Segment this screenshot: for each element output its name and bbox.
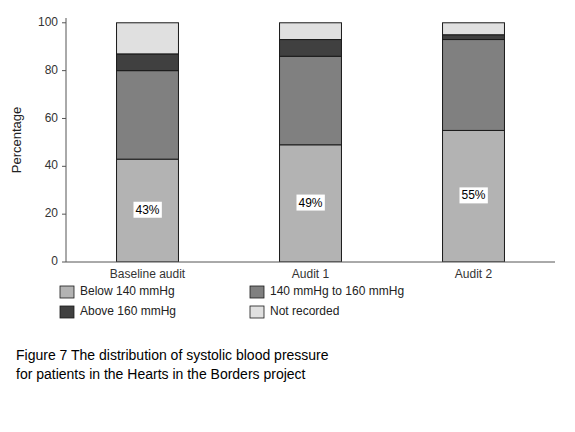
chart: 0 20 40 60 80 100 Percentage Baseline audit Audi… <box>0 0 575 432</box>
bar-segment <box>117 54 179 71</box>
data-label-background <box>133 202 161 218</box>
legend-label: Not recorded <box>270 304 339 318</box>
bar-segment <box>443 130 505 262</box>
data-label: 55% <box>461 188 485 202</box>
data-label-background <box>296 195 324 211</box>
y-tick <box>62 214 66 215</box>
caption-line: for patients in the Hearts in the Border… <box>16 366 306 382</box>
y-tick <box>62 22 66 23</box>
legend-swatch <box>60 306 74 318</box>
bar-segment <box>443 35 505 40</box>
y-tick-label: 60 <box>45 111 59 125</box>
legend-label: 140 mmHg to 160 mmHg <box>270 284 404 298</box>
legend-swatch <box>60 286 74 298</box>
x-tick-label: Audit 1 <box>292 267 330 281</box>
data-label-background <box>459 187 487 203</box>
bar-segment <box>280 23 342 40</box>
bars <box>117 23 505 262</box>
y-tick-label: 80 <box>45 63 59 77</box>
x-tick-label: Audit 2 <box>455 267 493 281</box>
y-tick-label: 40 <box>45 158 59 172</box>
bar-segment <box>280 56 342 145</box>
data-label: 43% <box>135 203 159 217</box>
x-axis-line <box>66 262 555 263</box>
caption: Figure 7 The distribution of systolic bl… <box>16 347 329 382</box>
legend-label: Above 160 mmHg <box>80 304 176 318</box>
bar-segment <box>117 71 179 160</box>
data-label-group: 43% <box>133 202 161 218</box>
data-label-group: 49% <box>296 195 324 211</box>
y-tick <box>62 166 66 167</box>
bar-segment <box>280 40 342 57</box>
y-axis-line <box>66 18 67 262</box>
bar-segment <box>117 23 179 54</box>
y-tick <box>62 70 66 71</box>
legend-label: Below 140 mmHg <box>80 284 175 298</box>
y-tick <box>62 262 66 263</box>
y-tick <box>62 118 66 119</box>
legend-swatch <box>250 286 264 298</box>
bar-segment <box>280 145 342 262</box>
caption-line: Figure 7 The distribution of systolic bl… <box>16 347 329 363</box>
data-label: 49% <box>298 196 322 210</box>
y-axis-label: Percentage <box>9 107 24 174</box>
bar-segment <box>443 40 505 131</box>
legend-swatch <box>250 306 264 318</box>
y-tick-label: 100 <box>38 15 58 29</box>
y-tick-label: 20 <box>45 206 59 220</box>
bar-segment <box>443 23 505 35</box>
data-label-group: 55% <box>459 187 487 203</box>
x-tick-label: Baseline audit <box>110 267 186 281</box>
bar-segment <box>117 159 179 262</box>
y-tick-label: 0 <box>51 254 58 268</box>
